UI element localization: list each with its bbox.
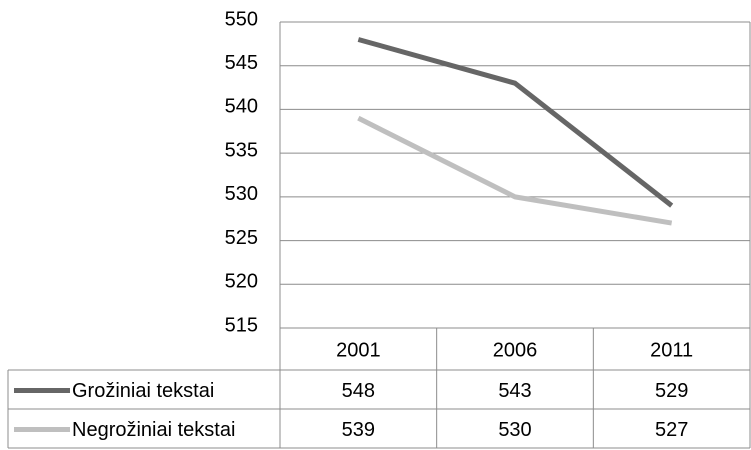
table-value: 539 <box>342 419 375 441</box>
table-value: 543 <box>498 380 531 402</box>
y-tick-label: 540 <box>225 96 258 118</box>
table-value: 527 <box>655 419 688 441</box>
legend-label: Grožiniai tekstai <box>72 380 214 402</box>
y-tick-label: 520 <box>225 271 258 293</box>
x-tick-label: 2011 <box>650 339 693 361</box>
series-line <box>357 115 673 226</box>
y-tick-label: 535 <box>225 139 258 161</box>
legend-label: Negrožiniai tekstai <box>72 419 235 441</box>
x-tick-label: 2006 <box>493 339 538 361</box>
series-line <box>357 37 674 208</box>
y-tick-label: 530 <box>225 183 258 205</box>
y-tick-label: 525 <box>225 227 258 249</box>
y-tick-label: 550 <box>225 8 258 30</box>
y-tick-label: 515 <box>225 314 258 336</box>
table-value: 529 <box>655 380 688 402</box>
table-value: 548 <box>342 380 375 402</box>
y-tick-label: 545 <box>225 52 258 74</box>
table-value: 530 <box>498 419 531 441</box>
x-tick-label: 2001 <box>336 339 381 361</box>
